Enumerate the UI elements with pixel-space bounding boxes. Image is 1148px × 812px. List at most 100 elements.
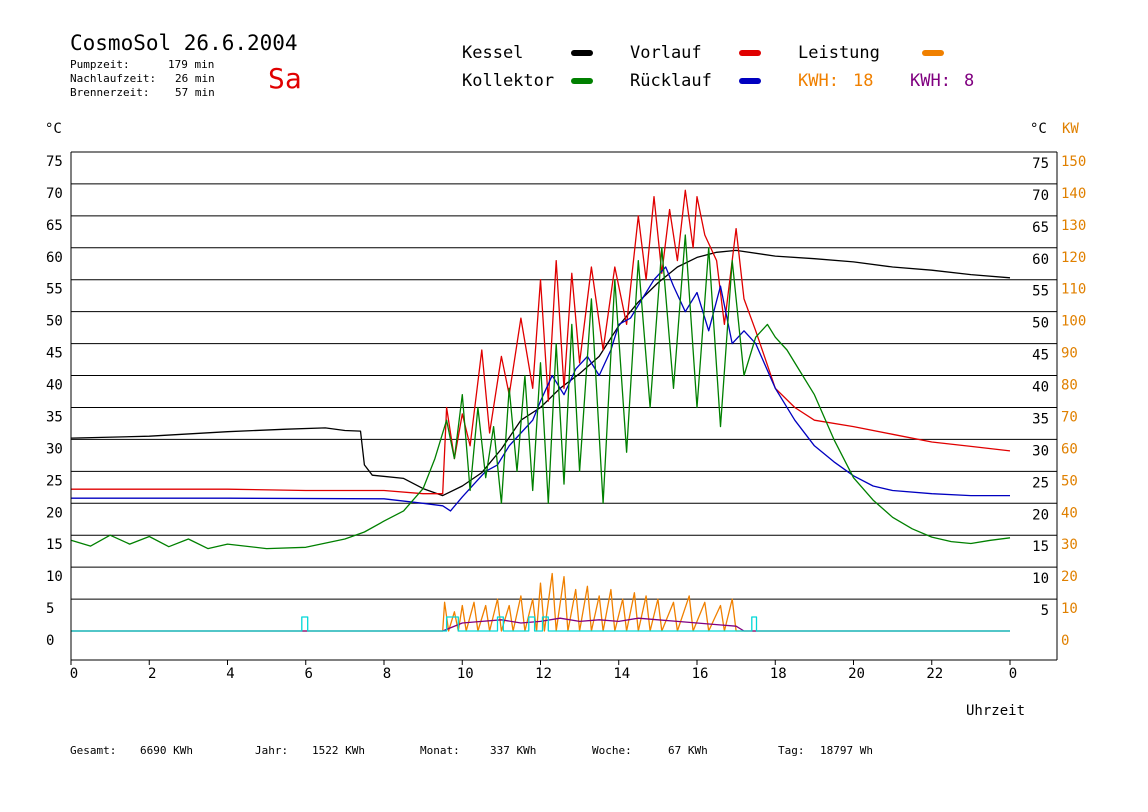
weekday-label: Sa xyxy=(268,62,302,95)
pump-time-value: 179 min xyxy=(168,58,214,71)
series-line-vorlauf xyxy=(71,189,1011,495)
y-left-tick-75: 75 xyxy=(46,154,63,170)
y-right-temp-tick-20: 20 xyxy=(1032,507,1049,523)
week-value: 67 KWh xyxy=(668,744,708,757)
y-left-tick-65: 65 xyxy=(46,218,63,234)
y-right-power-tick-70: 70 xyxy=(1061,409,1078,425)
chart-title: CosmoSol 26.6.2004 xyxy=(70,31,298,55)
month-label: Monat: xyxy=(420,744,460,757)
year-value: 1522 KWh xyxy=(312,744,365,757)
x-tick-label-2: 2 xyxy=(148,666,156,682)
y-right-temp-tick-60: 60 xyxy=(1032,252,1049,268)
x-tick-label-16: 16 xyxy=(692,666,709,682)
x-tick-label-20: 20 xyxy=(848,666,865,682)
y-left-tick-20: 20 xyxy=(46,505,63,521)
y-right-power-tick-30: 30 xyxy=(1061,537,1078,553)
y-right-power-tick-0: 0 xyxy=(1061,633,1069,649)
y-right-temp-tick-55: 55 xyxy=(1032,284,1049,300)
series-line-series-5 xyxy=(71,617,1010,632)
y-left-tick-50: 50 xyxy=(46,314,63,330)
legend-ruecklauf-label: Rücklauf xyxy=(630,71,712,91)
y-left-tick-15: 15 xyxy=(46,537,63,553)
y-right-temp-tick-70: 70 xyxy=(1032,188,1049,204)
y-right-temp-tick-45: 45 xyxy=(1032,348,1049,364)
y-right-power-tick-110: 110 xyxy=(1061,282,1086,298)
legend-kessel-label: Kessel xyxy=(462,43,523,63)
y-left-tick-30: 30 xyxy=(46,441,63,457)
y-right-temp-tick-10: 10 xyxy=(1032,571,1049,587)
y-right-temp-tick-75: 75 xyxy=(1032,156,1049,172)
day-total-label: Tag: xyxy=(778,744,805,757)
y-right-power-tick-80: 80 xyxy=(1061,378,1078,394)
y-right-temp-tick-40: 40 xyxy=(1032,380,1049,396)
kwh-orange-label: KWH: xyxy=(798,71,839,91)
legend: Kessel Vorlauf Leistung Kollektor Rückla… xyxy=(462,43,974,91)
kwh-purple-label: KWH: xyxy=(910,71,951,91)
y-right-power-tick-60: 60 xyxy=(1061,441,1078,457)
pump-time-label: Pumpzeit: xyxy=(70,58,130,71)
burner-time-label: Brennerzeit: xyxy=(70,86,149,99)
total-value: 6690 KWh xyxy=(140,744,193,757)
overrun-time-value: 26 min xyxy=(175,72,215,85)
y-right-power-tick-20: 20 xyxy=(1061,569,1078,585)
x-tick-label-6: 6 xyxy=(305,666,313,682)
y-left-tick-60: 60 xyxy=(46,250,63,266)
x-tick-label-22: 22 xyxy=(926,666,943,682)
month-value: 337 KWh xyxy=(490,744,536,757)
energy-totals: Gesamt: 6690 KWh Jahr: 1522 KWh Monat: 3… xyxy=(70,744,873,757)
y-right-power-tick-40: 40 xyxy=(1061,505,1078,521)
week-label: Woche: xyxy=(592,744,632,757)
series-layer xyxy=(70,189,1011,632)
x-tick-label-12: 12 xyxy=(535,666,552,682)
y-right-power-tick-50: 50 xyxy=(1061,473,1078,489)
legend-leistung-label: Leistung xyxy=(798,43,880,63)
tick-labels: 0510152025303540455055606570755101520253… xyxy=(46,154,1086,682)
y-right-power-unit: KW xyxy=(1062,121,1079,137)
series-line-leistung xyxy=(71,572,1010,632)
overrun-time-label: Nachlaufzeit: xyxy=(70,72,156,85)
y-right-power-tick-10: 10 xyxy=(1061,601,1078,617)
y-left-tick-70: 70 xyxy=(46,186,63,202)
x-tick-label-10: 10 xyxy=(457,666,474,682)
series-line-kessel xyxy=(70,249,1011,497)
run-times: Pumpzeit: 179 min Nachlaufzeit: 26 min B… xyxy=(70,58,215,99)
y-right-power-tick-90: 90 xyxy=(1061,346,1078,362)
y-left-tick-10: 10 xyxy=(46,569,63,585)
y-right-temp-tick-15: 15 xyxy=(1032,539,1049,555)
y-right-power-tick-130: 130 xyxy=(1061,218,1086,234)
y-left-tick-35: 35 xyxy=(46,409,63,425)
y-right-power-tick-140: 140 xyxy=(1061,186,1086,202)
legend-vorlauf-label: Vorlauf xyxy=(630,43,702,63)
y-right-temp-tick-65: 65 xyxy=(1032,220,1049,236)
burner-time-value: 57 min xyxy=(175,86,215,99)
y-right-power-tick-100: 100 xyxy=(1061,314,1086,330)
x-tick-label-24: 0 xyxy=(1009,666,1017,682)
x-tick-label-14: 14 xyxy=(613,666,630,682)
axes xyxy=(70,152,1058,665)
y-left-tick-5: 5 xyxy=(46,601,54,617)
kwh-purple-value: 8 xyxy=(964,71,974,91)
y-right-temp-tick-35: 35 xyxy=(1032,411,1049,427)
total-label: Gesamt: xyxy=(70,744,116,757)
y-left-tick-40: 40 xyxy=(46,378,63,394)
series-line-r-cklauf xyxy=(71,266,1010,512)
x-tick-label-4: 4 xyxy=(226,666,234,682)
y-left-tick-0: 0 xyxy=(46,633,54,649)
y-right-temp-tick-25: 25 xyxy=(1032,475,1049,491)
y-left-tick-55: 55 xyxy=(46,282,63,298)
y-right-power-tick-120: 120 xyxy=(1061,250,1086,266)
day-total-value: 18797 Wh xyxy=(820,744,873,757)
y-right-temp-unit: °C xyxy=(1030,121,1047,137)
x-tick-label-18: 18 xyxy=(770,666,787,682)
kwh-orange-value: 18 xyxy=(853,71,873,91)
series-line-series-6 xyxy=(71,616,1010,632)
y-left-tick-45: 45 xyxy=(46,346,63,362)
y-left-unit: °C xyxy=(45,121,62,137)
grid xyxy=(71,151,1057,600)
x-axis-label: Uhrzeit xyxy=(966,703,1025,719)
x-tick-label-0: 0 xyxy=(70,666,78,682)
y-left-tick-25: 25 xyxy=(46,473,63,489)
y-right-temp-tick-5: 5 xyxy=(1041,603,1049,619)
y-right-temp-tick-30: 30 xyxy=(1032,443,1049,459)
